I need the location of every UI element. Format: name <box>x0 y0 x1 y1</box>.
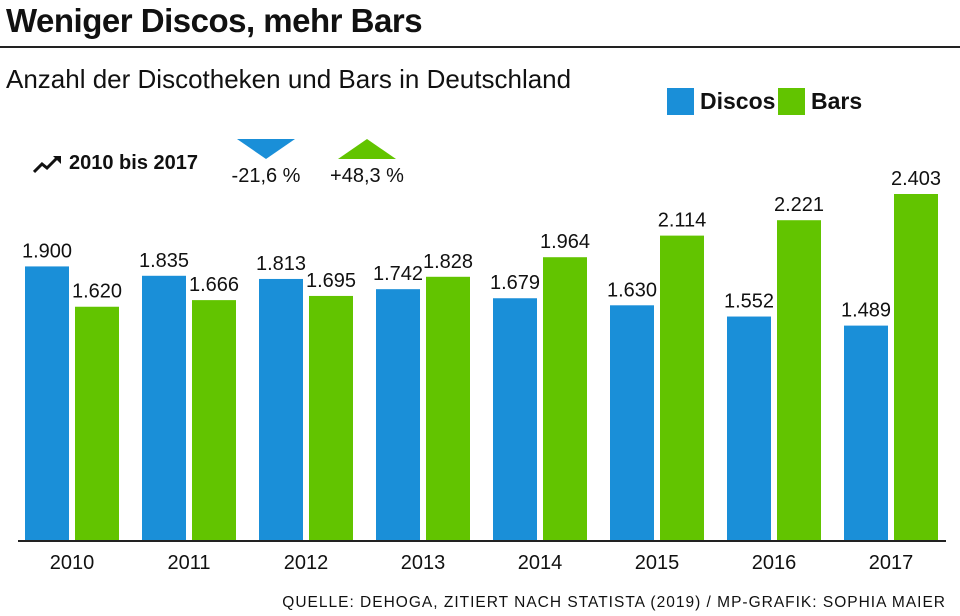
triangle-down-icon <box>237 139 295 159</box>
data-label-discos-2016: 1.552 <box>724 291 774 313</box>
data-label-discos-2013: 1.742 <box>373 263 423 285</box>
bar-bars-2010 <box>75 306 119 540</box>
bar-discos-2010 <box>25 266 69 540</box>
chart-title: Weniger Discos, mehr Bars <box>6 2 423 39</box>
bar-discos-2015 <box>610 305 654 540</box>
data-label-bars-2014: 1.964 <box>540 231 590 253</box>
change-bars: +48,3 % <box>322 139 412 188</box>
data-label-discos-2017: 1.489 <box>841 300 891 322</box>
chart-subtitle: Anzahl der Discotheken und Bars in Deuts… <box>6 64 572 94</box>
triangle-up-icon <box>338 139 396 159</box>
bar-bars-2017 <box>894 194 938 540</box>
legend-bars: Bars <box>778 88 862 115</box>
bar-bars-2011 <box>192 300 236 540</box>
data-label-bars-2015: 2.114 <box>658 210 707 232</box>
x-tick-label-2016: 2016 <box>752 552 797 574</box>
bar-bars-2012 <box>309 295 353 540</box>
data-label-bars-2012: 1.695 <box>306 270 356 292</box>
trend-icon <box>33 155 61 173</box>
x-tick-label-2011: 2011 <box>167 552 210 574</box>
change-discos-value: -21,6 % <box>231 165 301 187</box>
legend-label-discos: Discos <box>700 88 776 114</box>
legend-discos: Discos <box>667 88 775 115</box>
x-tick-label-2010: 2010 <box>50 552 95 574</box>
data-label-bars-2011: 1.666 <box>189 274 239 296</box>
bar-bars-2013 <box>426 276 470 540</box>
data-label-discos-2011: 1.835 <box>139 250 189 272</box>
bar-discos-2011 <box>142 275 186 540</box>
data-label-bars-2017: 2.403 <box>891 168 941 190</box>
data-label-discos-2010: 1.900 <box>22 240 72 262</box>
x-tick-label-2017: 2017 <box>869 552 914 574</box>
data-label-bars-2010: 1.620 <box>72 281 122 303</box>
x-tick-label-2013: 2013 <box>401 552 446 574</box>
period-note: 2010 bis 2017 <box>33 152 198 175</box>
legend-swatch-bars <box>778 88 805 115</box>
bar-discos-2016 <box>727 316 771 540</box>
x-tick-label-2015: 2015 <box>635 552 680 574</box>
bar-bars-2014 <box>543 257 587 540</box>
source-note: QUELLE: DEHOGA, ZITIERT NACH STATISTA (2… <box>282 594 946 611</box>
bar-bars-2015 <box>660 235 704 540</box>
legend-swatch-discos <box>667 88 694 115</box>
data-label-bars-2013: 1.828 <box>423 251 473 273</box>
data-label-bars-2016: 2.221 <box>774 194 824 216</box>
x-tick-label-2014: 2014 <box>518 552 563 574</box>
title-divider <box>0 46 960 48</box>
x-tick-label-2012: 2012 <box>284 552 329 574</box>
change-discos: -21,6 % <box>226 139 306 188</box>
bar-discos-2012 <box>259 278 303 540</box>
change-bars-value: +48,3 % <box>330 165 404 187</box>
data-label-discos-2015: 1.630 <box>607 279 657 301</box>
data-label-discos-2014: 1.679 <box>490 272 540 294</box>
period-label: 2010 bis 2017 <box>69 152 198 174</box>
bar-discos-2014 <box>493 298 537 540</box>
bar-bars-2016 <box>777 220 821 541</box>
data-label-discos-2012: 1.813 <box>256 253 306 275</box>
bar-discos-2017 <box>844 325 888 540</box>
legend-label-bars: Bars <box>811 88 863 114</box>
bar-discos-2013 <box>376 289 420 540</box>
